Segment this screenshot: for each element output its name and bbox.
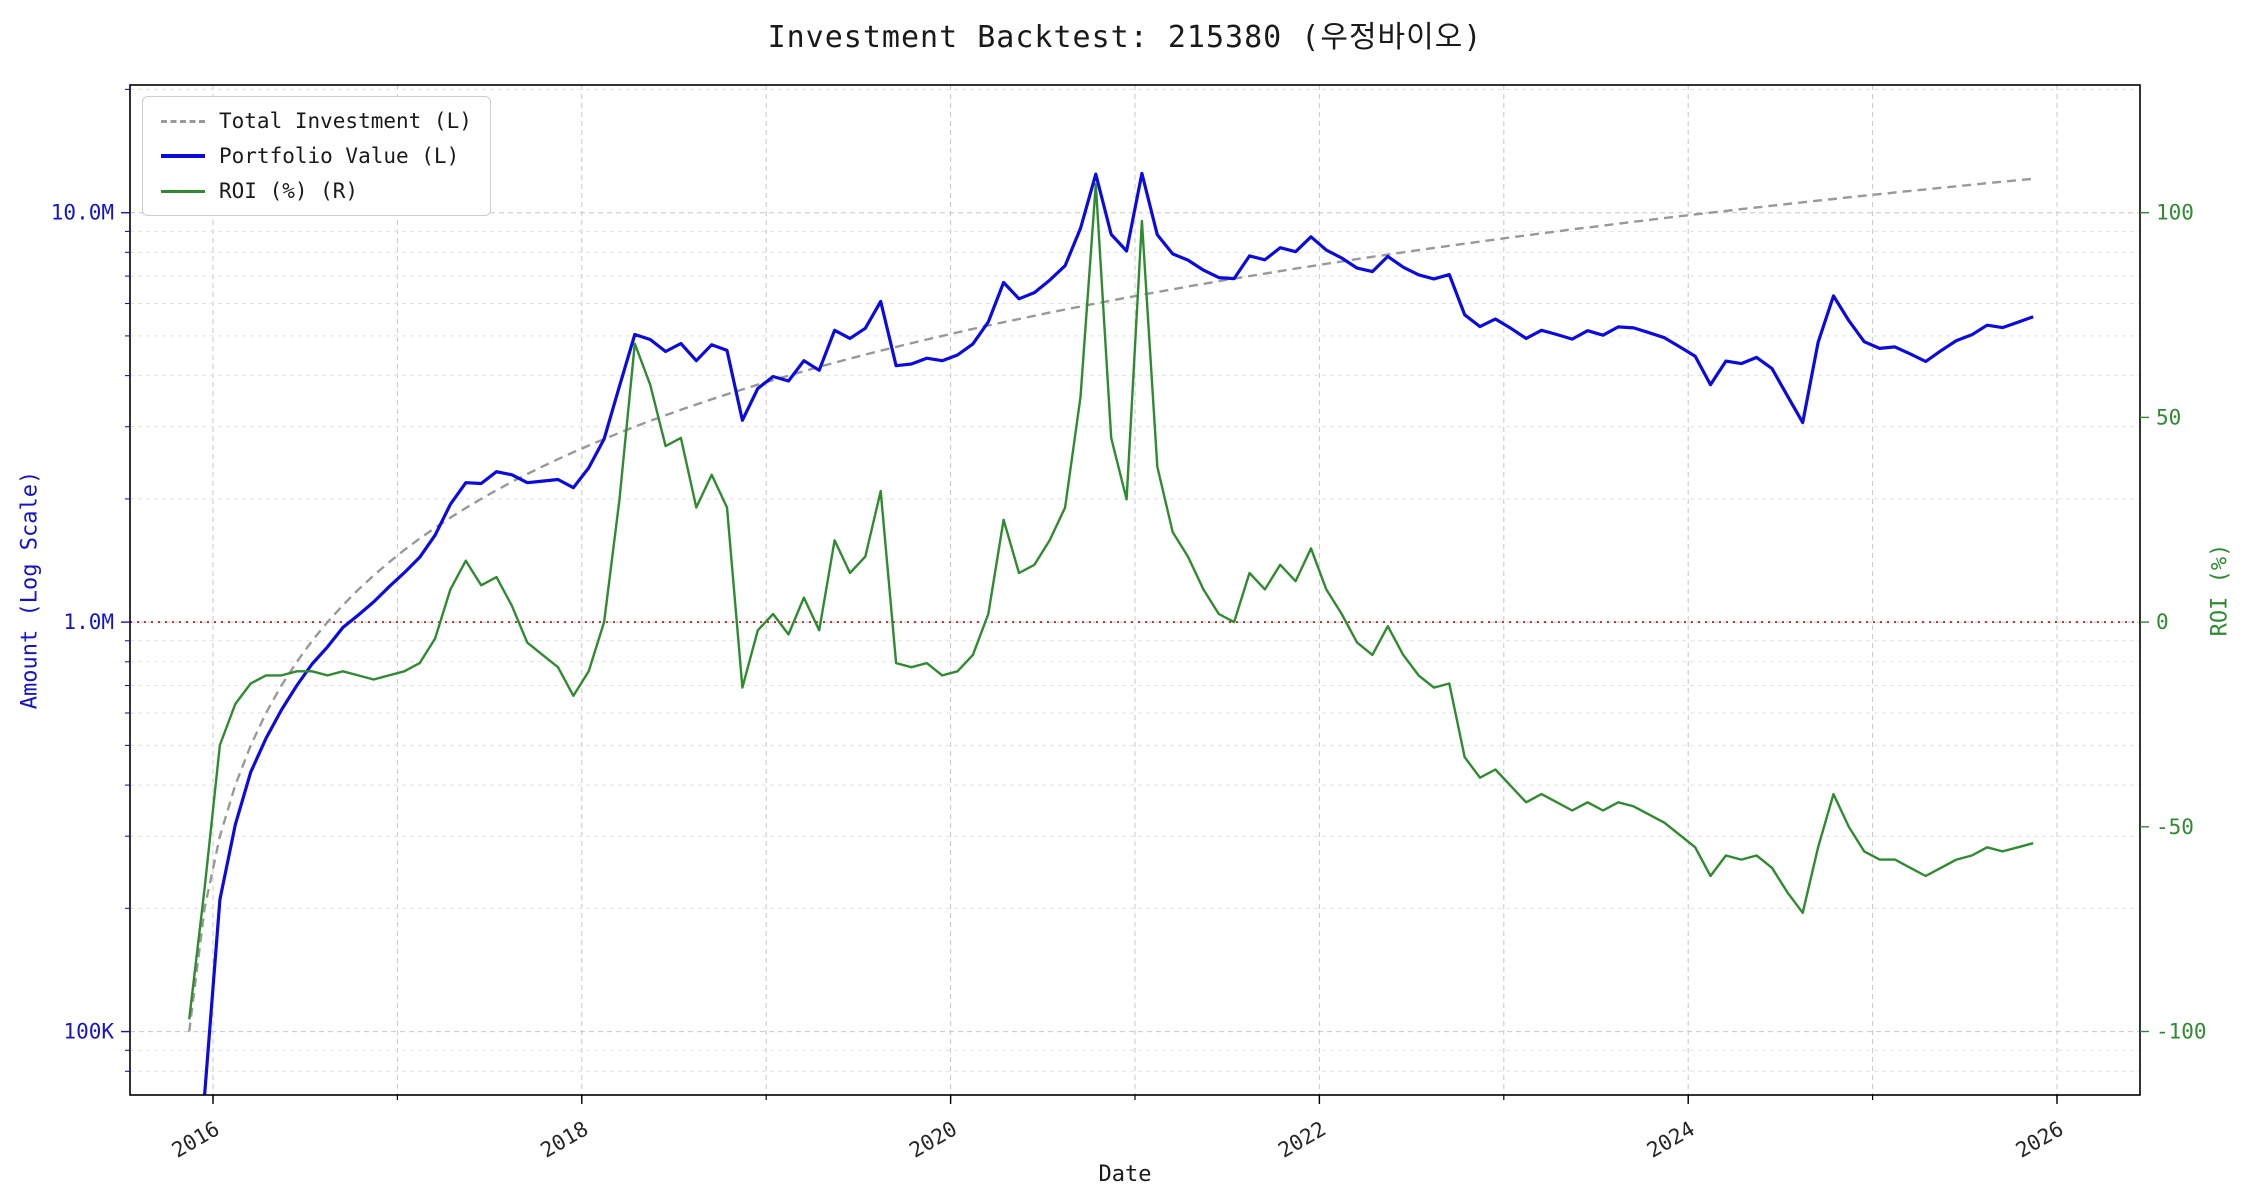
chart-title: Investment Backtest: 215380 (우정바이오) xyxy=(767,20,1483,55)
y-right-tick-label: 100 xyxy=(2156,201,2194,225)
x-tick-label: 2026 xyxy=(2012,1117,2068,1163)
legend-line-sample-portfolio-value xyxy=(161,154,205,158)
y-left-tick-label: 100K xyxy=(63,1020,114,1044)
x-tick-label: 2018 xyxy=(536,1117,592,1163)
legend-item-portfolio-value: Portfolio Value (L) xyxy=(161,144,472,168)
y-axis-label-right: ROI (%) xyxy=(2207,543,2233,637)
legend-label-total-investment: Total Investment (L) xyxy=(219,109,472,133)
x-tick-label: 2020 xyxy=(905,1117,961,1163)
legend-label-portfolio-value: Portfolio Value (L) xyxy=(219,144,460,168)
x-tick-label: 2016 xyxy=(168,1117,224,1163)
y-right-tick-label: -100 xyxy=(2156,1020,2207,1044)
legend-item-total-investment: Total Investment (L) xyxy=(161,109,472,133)
legend-line-sample-roi xyxy=(161,189,205,193)
series-line-roi xyxy=(188,182,2034,1020)
legend-line-sample-total-investment xyxy=(161,119,205,123)
series-line-total-investment xyxy=(188,177,2034,1032)
y-left-tick-label: 1.0M xyxy=(63,610,114,634)
legend-item-roi: ROI (%) (R) xyxy=(161,179,472,203)
y-left-tick-label: 10.0M xyxy=(51,201,114,225)
y-right-tick-label: 50 xyxy=(2156,405,2181,429)
x-axis-label: Date xyxy=(1098,1162,1152,1187)
x-tick-label: 2022 xyxy=(1274,1117,1330,1163)
x-tick-label: 2024 xyxy=(1643,1117,1699,1163)
legend: Total Investment (L) Portfolio Value (L)… xyxy=(142,96,491,216)
y-axis-label-left: Amount (Log Scale) xyxy=(17,470,43,710)
y-right-tick-label: 0 xyxy=(2156,610,2169,634)
y-right-tick-label: -50 xyxy=(2156,815,2194,839)
legend-label-roi: ROI (%) (R) xyxy=(219,179,359,203)
series-line-portfolio-value xyxy=(202,171,2034,1095)
